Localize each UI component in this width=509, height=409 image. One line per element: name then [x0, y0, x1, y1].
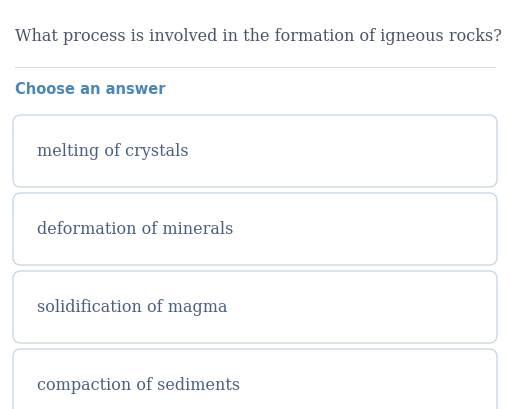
- FancyBboxPatch shape: [13, 116, 496, 188]
- Text: Choose an answer: Choose an answer: [15, 82, 165, 97]
- FancyBboxPatch shape: [13, 349, 496, 409]
- Text: compaction of sediments: compaction of sediments: [37, 377, 240, 393]
- FancyBboxPatch shape: [13, 271, 496, 343]
- FancyBboxPatch shape: [13, 193, 496, 265]
- Text: deformation of minerals: deformation of minerals: [37, 221, 233, 238]
- Text: What process is involved in the formation of igneous rocks?: What process is involved in the formatio…: [15, 28, 501, 45]
- Text: solidification of magma: solidification of magma: [37, 299, 227, 316]
- Text: melting of crystals: melting of crystals: [37, 143, 188, 160]
